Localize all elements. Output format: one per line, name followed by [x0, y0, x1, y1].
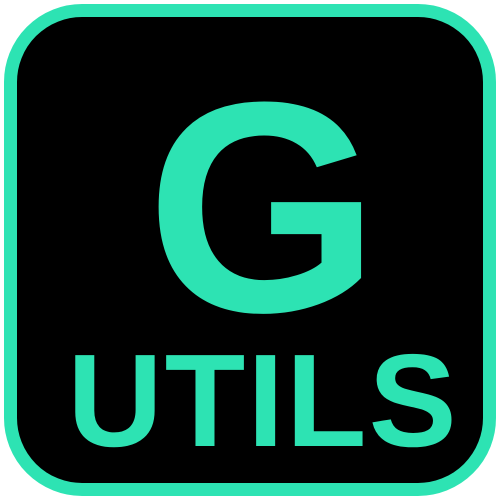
icon-letter: G [146, 39, 380, 375]
icon-word: UTILS [67, 327, 459, 474]
app-icon: G UTILS [4, 4, 496, 496]
